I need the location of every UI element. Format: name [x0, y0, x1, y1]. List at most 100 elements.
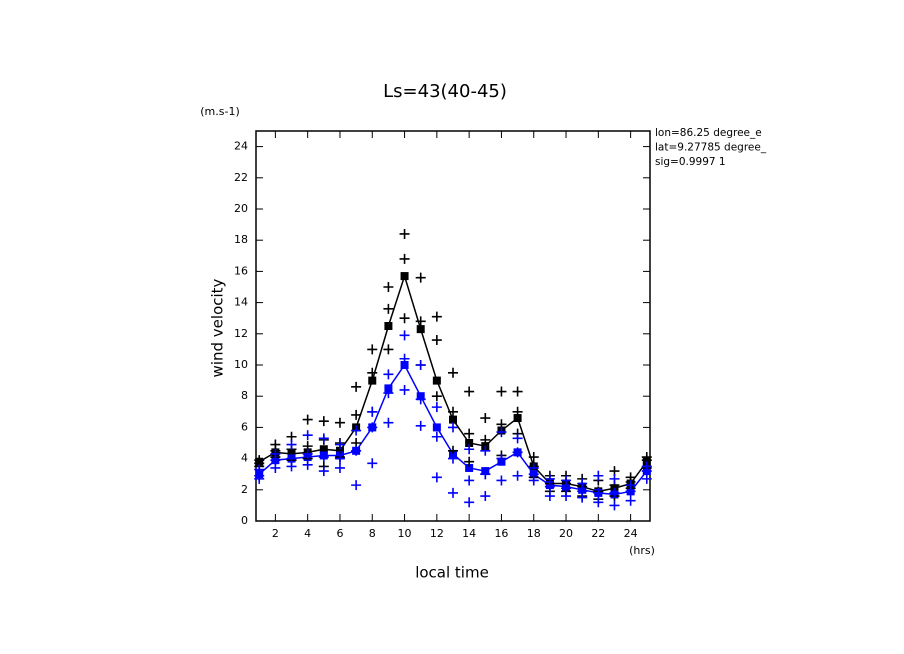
y-tick-label: 2	[241, 483, 248, 496]
cross-marker	[399, 353, 410, 364]
cross-marker	[415, 272, 426, 283]
cross-marker	[544, 491, 555, 502]
cross-marker	[318, 416, 329, 427]
line-marker	[432, 376, 441, 385]
cross-marker	[383, 369, 394, 380]
cross-marker	[367, 422, 378, 433]
line-marker	[465, 439, 474, 447]
line-marker	[400, 361, 409, 369]
line-marker	[319, 445, 328, 454]
cross-marker	[431, 311, 442, 322]
cross-marker	[351, 381, 362, 392]
chart-title: Ls=43(40-45)	[383, 81, 507, 102]
cross-marker	[302, 414, 313, 425]
x-tick-label: 2	[272, 527, 279, 540]
cross-marker	[593, 470, 604, 481]
cross-marker	[367, 406, 378, 417]
cross-marker	[334, 462, 345, 473]
cross-marker	[367, 367, 378, 378]
cross-marker	[480, 434, 491, 445]
x-tick-label: 14	[462, 527, 476, 540]
cross-marker	[318, 452, 329, 463]
cross-marker	[399, 384, 410, 395]
line-marker	[384, 322, 393, 330]
y-tick-label: 10	[234, 358, 248, 371]
cross-marker	[512, 406, 523, 417]
cross-marker	[383, 388, 394, 399]
cross-marker	[383, 282, 394, 292]
line-marker	[368, 376, 377, 385]
y-tick-label: 22	[234, 171, 248, 184]
cross-marker	[351, 425, 362, 436]
cross-marker	[448, 422, 458, 433]
y-tick-label: 16	[234, 264, 248, 277]
cross-marker	[496, 427, 507, 438]
cross-marker	[367, 344, 378, 355]
line-marker	[465, 463, 474, 472]
cross-marker	[415, 394, 426, 405]
cross-marker	[415, 316, 426, 327]
cross-marker	[415, 420, 426, 431]
cross-marker	[593, 487, 604, 498]
cross-marker	[512, 386, 523, 397]
cross-marker	[448, 406, 458, 417]
y-tick-label: 0	[241, 514, 248, 527]
line-marker	[335, 446, 344, 455]
line-marker	[416, 325, 425, 334]
x-tick-label: 8	[369, 527, 376, 540]
cross-marker	[286, 461, 297, 472]
cross-marker	[431, 431, 442, 442]
plot-frame	[255, 130, 651, 522]
annotation: lon=86.25 degree_e	[655, 127, 762, 139]
cross-marker	[351, 409, 362, 420]
annotation: sig=0.9997 1	[655, 156, 726, 168]
cross-marker	[334, 453, 345, 464]
cross-marker	[383, 303, 394, 314]
cross-marker	[577, 492, 588, 503]
cross-marker	[318, 433, 329, 444]
cross-marker	[431, 472, 442, 483]
x-tick-label: 10	[398, 527, 412, 540]
line-marker	[449, 415, 457, 424]
line-marker	[400, 272, 409, 281]
cross-marker	[302, 448, 313, 459]
cross-marker	[383, 344, 394, 355]
cross-marker	[609, 487, 620, 498]
cross-marker	[318, 466, 329, 477]
cross-marker	[480, 469, 491, 480]
cross-marker	[334, 417, 345, 428]
cross-marker	[464, 444, 475, 455]
cross-marker	[512, 433, 523, 444]
x-unit: (hrs)	[629, 544, 655, 557]
line-marker	[432, 423, 441, 432]
y-tick-label: 20	[234, 202, 248, 215]
cross-marker	[448, 453, 458, 464]
y-tick-label: 18	[234, 233, 248, 246]
cross-marker	[399, 228, 410, 239]
cross-marker	[270, 462, 281, 473]
y-tick-label: 8	[241, 389, 248, 402]
cross-marker	[399, 253, 410, 264]
cross-marker	[334, 439, 345, 450]
cross-marker	[464, 456, 475, 467]
cross-marker	[544, 481, 555, 492]
cross-marker	[464, 386, 475, 397]
cross-marker	[286, 439, 297, 450]
x-tick-label: 18	[527, 527, 541, 540]
y-unit: (m.s-1)	[200, 105, 240, 118]
x-axis-label: local time	[415, 564, 489, 582]
x-tick-label: 24	[624, 527, 638, 540]
cross-marker	[512, 470, 523, 481]
cross-marker	[512, 447, 523, 458]
cross-marker	[302, 459, 313, 470]
cross-marker	[528, 475, 539, 486]
x-tick-label: 16	[494, 527, 508, 540]
cross-marker	[431, 335, 442, 346]
y-tick-label: 4	[241, 452, 248, 465]
cross-marker	[625, 495, 636, 506]
cross-marker	[641, 473, 652, 484]
cross-marker	[625, 486, 636, 497]
cross-marker	[464, 428, 475, 439]
cross-marker	[351, 445, 362, 456]
